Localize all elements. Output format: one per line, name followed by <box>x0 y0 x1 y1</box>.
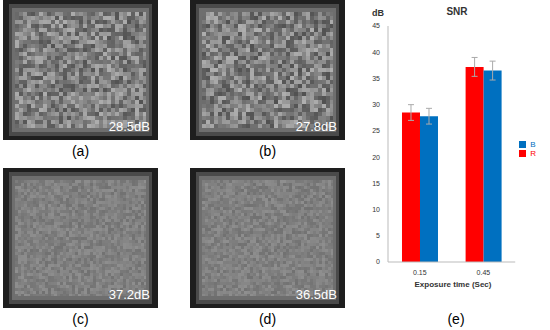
html-text:(b): (b) <box>258 143 277 159</box>
html-text:SNR: SNR <box>446 6 468 17</box>
html-text:(e): (e) <box>447 311 465 327</box>
html-text:B: B <box>530 140 536 149</box>
svg-text:25: 25 <box>372 127 380 134</box>
svg-text:10: 10 <box>372 206 380 213</box>
html-text:37.2dB: 37.2dB <box>108 287 150 302</box>
svg-text:0: 0 <box>376 258 380 265</box>
svg-text:15: 15 <box>372 180 380 187</box>
html-text:28.5dB: 28.5dB <box>108 119 150 134</box>
svg-text:0.45: 0.45 <box>477 269 491 276</box>
svg-text:0.15: 0.15 <box>413 269 427 276</box>
svg-text:5: 5 <box>376 232 380 239</box>
html-text:Exposure time (Sec): Exposure time (Sec) <box>414 280 492 289</box>
html-text:36.5dB: 36.5dB <box>295 287 337 302</box>
html-text:dB: dB <box>372 8 384 18</box>
html-text:R: R <box>530 149 536 158</box>
svg-text:20: 20 <box>372 154 380 161</box>
html-text:(d): (d) <box>258 311 277 327</box>
html-text:27.8dB: 27.8dB <box>295 119 337 134</box>
svg-text:30: 30 <box>372 101 380 108</box>
html-text:(c): (c) <box>72 311 89 327</box>
svg-text:40: 40 <box>372 49 380 56</box>
svg-text:45: 45 <box>372 22 380 29</box>
svg-text:35: 35 <box>372 75 380 82</box>
html-text:(a): (a) <box>71 143 90 159</box>
